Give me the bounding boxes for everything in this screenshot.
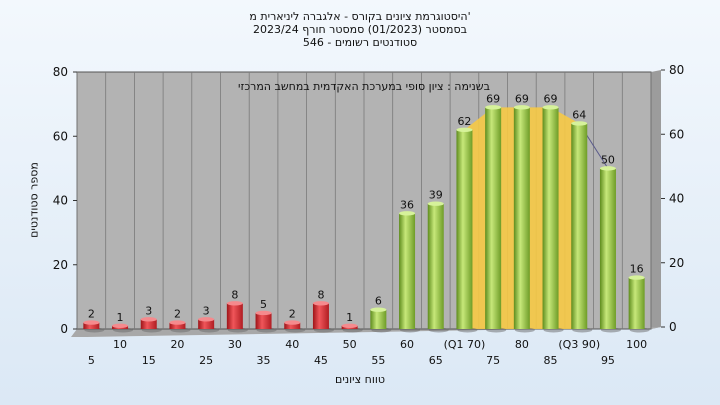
bar xyxy=(370,309,387,329)
y-axis-label: מספר סטודנטים xyxy=(27,162,41,238)
y-tick-label-right: 20 xyxy=(669,256,684,270)
y-tick-label-right: 0 xyxy=(669,320,677,334)
bar xyxy=(485,107,502,330)
x-tick-label: 40 xyxy=(285,338,299,351)
bar-top xyxy=(312,301,329,306)
bar xyxy=(399,213,416,329)
x-tick-label: (Q1 70) xyxy=(444,338,486,351)
chart-annotation: בשנימה : ציון סופי במערכת האקדמית במחשב … xyxy=(238,80,490,93)
y-tick-label: 40 xyxy=(53,194,68,208)
x-tick-label: 5 xyxy=(88,354,95,367)
bar xyxy=(312,303,329,329)
bar-value-label: 8 xyxy=(231,288,238,301)
bar xyxy=(140,319,157,329)
x-tick-label: 75 xyxy=(486,354,500,367)
bar xyxy=(198,319,215,329)
bar-value-label: 8 xyxy=(317,288,324,301)
bar-value-label: 69 xyxy=(544,92,558,105)
y-tick-label: 60 xyxy=(53,129,68,143)
bar-value-label: 36 xyxy=(400,198,414,211)
bar-value-label: 3 xyxy=(203,304,210,317)
x-tick-label: 50 xyxy=(343,338,357,351)
bar-top xyxy=(341,323,358,328)
bar-top xyxy=(370,307,387,312)
y-tick-label: 0 xyxy=(60,322,68,336)
bar-value-label: 1 xyxy=(346,311,353,324)
bar-top xyxy=(284,320,301,325)
bar-top xyxy=(599,166,616,171)
bar xyxy=(456,129,473,329)
bar-top xyxy=(571,121,588,126)
x-tick-label: 65 xyxy=(429,354,443,367)
bar-top xyxy=(456,127,473,133)
x-tick-label: 30 xyxy=(228,338,242,351)
bar-value-label: 2 xyxy=(88,308,95,321)
bar-value-label: 2 xyxy=(289,308,296,321)
bar-value-label: 2 xyxy=(174,308,181,321)
bar xyxy=(427,203,444,329)
bar-value-label: 5 xyxy=(260,298,267,311)
bar-top xyxy=(112,323,129,328)
bar xyxy=(628,277,645,329)
x-tick-label: 55 xyxy=(371,354,385,367)
bar-top xyxy=(255,310,272,316)
bar-top xyxy=(513,105,530,110)
bar-top xyxy=(169,320,186,325)
x-tick-label: 10 xyxy=(113,338,127,351)
bar-top xyxy=(427,201,444,206)
bar-top xyxy=(226,301,243,306)
chart-subtitle-students: סטודנטים רשומים - 546 xyxy=(302,36,418,49)
x-tick-label: 45 xyxy=(314,354,328,367)
bar-value-label: 1 xyxy=(117,311,124,324)
x-tick-label: 85 xyxy=(544,354,558,367)
bar xyxy=(169,322,186,329)
bar-value-label: 69 xyxy=(515,92,529,105)
bar-top xyxy=(83,320,100,325)
bar-top xyxy=(485,105,502,110)
y-tick-label-right: 60 xyxy=(669,127,684,141)
y-tick-label: 80 xyxy=(53,65,68,79)
bar-value-label: 6 xyxy=(375,295,382,308)
y-tick-label-right: 80 xyxy=(669,63,684,77)
y-tick-label-right: 40 xyxy=(669,192,684,206)
bar-value-label: 16 xyxy=(630,263,644,276)
bar xyxy=(542,107,559,330)
chart-title: היסטוגרמת ציונים בקורס - אלגברה ליניארית… xyxy=(249,10,471,23)
bar xyxy=(571,123,588,330)
x-tick-label: 15 xyxy=(142,354,156,367)
x-tick-label: 100 xyxy=(626,338,647,351)
bar-value-label: 3 xyxy=(145,304,152,317)
bar-top xyxy=(198,317,215,322)
bar-top xyxy=(542,105,559,110)
x-tick-label: 35 xyxy=(257,354,271,367)
x-tick-label: 25 xyxy=(199,354,213,367)
x-axis-label: טווח ציונים xyxy=(335,373,385,386)
bar-value-label: 39 xyxy=(429,189,443,202)
x-tick-label: (Q3 90) xyxy=(558,338,600,351)
bar xyxy=(255,312,272,329)
bar-value-label: 64 xyxy=(572,108,586,121)
chart-subtitle-semester: בסמסטר (01/2023) סמסטר חורף 2023/24 xyxy=(253,23,467,36)
y-tick-label: 20 xyxy=(53,258,68,272)
bar-top xyxy=(399,211,416,216)
bar-top xyxy=(140,317,157,322)
bar xyxy=(513,107,530,330)
bar xyxy=(226,303,243,329)
bar-top xyxy=(628,275,645,280)
bar xyxy=(83,322,100,329)
x-tick-label: 95 xyxy=(601,354,615,367)
bar xyxy=(284,322,301,329)
bar xyxy=(599,168,616,329)
bar-value-label: 69 xyxy=(486,92,500,105)
chart-title-block: היסטוגרמת ציונים בקורס - אלגברה ליניארית… xyxy=(0,10,720,49)
x-tick-label: 60 xyxy=(400,338,414,351)
x-tick-label: 80 xyxy=(515,338,529,351)
x-tick-label: 20 xyxy=(170,338,184,351)
bar-value-label: 62 xyxy=(457,115,471,128)
bar-value-label: 50 xyxy=(601,153,615,166)
